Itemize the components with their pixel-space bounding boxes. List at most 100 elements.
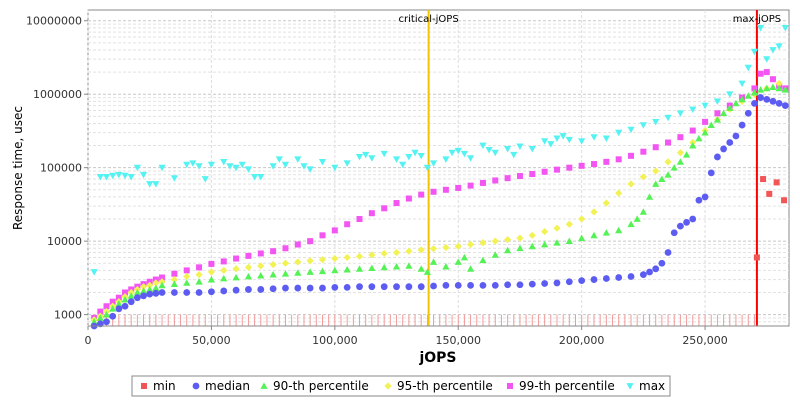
data-point [269,163,277,170]
data-point [140,292,147,300]
x-tick-label: 100,000 [312,334,358,347]
x-tick-label: 200,000 [559,334,605,347]
data-point [775,43,783,50]
data-point [417,265,425,272]
data-point [158,289,166,296]
data-point [714,153,721,161]
data-point [664,114,672,122]
data-point [529,171,536,178]
data-point [757,70,764,77]
data-point [122,289,129,296]
data-point [423,268,431,275]
data-point [676,222,684,230]
data-point [460,150,469,158]
data-point [331,164,339,172]
data-point [127,298,135,306]
data-point [195,163,203,170]
data-point [257,286,265,293]
legend-label: max [639,379,665,393]
data-point [652,144,659,151]
data-point [695,196,703,204]
data-point [559,133,567,140]
data-point [553,135,561,143]
data-point [380,249,388,258]
data-point [738,121,746,129]
data-point [615,226,623,234]
data-point [102,311,111,318]
data-point [90,318,98,325]
data-point [757,86,765,93]
data-point [133,294,141,302]
data-point [158,278,166,286]
data-point [652,119,660,126]
data-point [294,156,302,163]
data-point [479,281,487,289]
legend-item: median [192,379,250,393]
data-point [541,227,549,236]
data-point [220,287,228,295]
data-point [707,121,715,128]
data-point [491,149,499,157]
data-point [738,95,746,103]
data-point [109,298,116,305]
data-point [103,303,110,310]
data-point [362,151,370,159]
data-point [355,265,364,272]
data-point [676,149,684,157]
data-point [127,292,135,299]
data-point [331,283,339,291]
data-point [405,262,413,269]
data-point [603,158,610,165]
data-point [245,286,252,293]
data-point [356,216,363,223]
legend-item: min [141,379,176,393]
data-point [528,146,536,153]
data-point [139,171,148,179]
data-point [232,164,240,172]
data-point [96,314,104,321]
data-point [553,166,560,173]
data-point [96,173,104,181]
data-point [541,168,548,175]
data-point [368,155,376,162]
data-point [170,175,178,182]
data-point [751,99,758,107]
data-point [479,239,487,247]
data-point [713,116,722,123]
data-point [121,172,129,180]
legend-marker [626,383,634,390]
data-point [109,312,117,320]
data-point [627,273,635,280]
data-point [689,215,697,223]
data-point [96,320,104,328]
data-point [763,84,771,92]
data-point [343,253,351,262]
legend-item: 90-th percentile [260,379,369,393]
data-point [627,180,635,188]
data-point [504,281,512,289]
data-point [196,264,203,271]
data-point [578,234,586,241]
data-point [269,260,277,269]
data-point [170,280,178,288]
data-point [269,285,277,293]
data-point [355,154,364,161]
data-point [645,193,654,200]
y-axis-ticks: 1000 10000 100000 1000000 10000000 [26,15,88,322]
legend-label: 90-th percentile [273,379,369,393]
data-point [442,186,449,193]
legend-marker [192,382,200,390]
data-point [769,76,776,83]
data-point [90,269,98,276]
data-point [294,241,301,248]
legend-item: 95-th percentile [384,379,493,393]
data-point [466,240,475,249]
y-tick-label: 100000 [40,162,82,175]
data-point [331,254,339,263]
data-point [208,288,215,296]
data-point [773,179,780,186]
data-point [701,102,709,110]
data-point [491,237,499,245]
series-90-th-percentile [90,83,789,325]
data-point [201,176,209,183]
